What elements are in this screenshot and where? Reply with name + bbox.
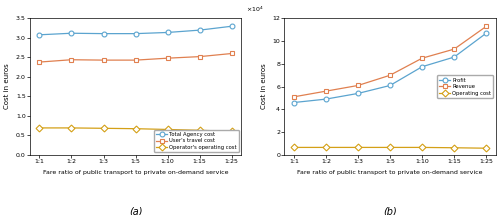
Revenue: [387, 74, 393, 77]
Revenue: [355, 84, 361, 87]
User's travel cost: [68, 58, 74, 61]
Operator's operating cost: [100, 127, 106, 130]
Operator's operating cost: [164, 128, 170, 131]
User's travel cost: [100, 59, 106, 61]
Profit: [387, 84, 393, 87]
User's travel cost: [164, 57, 170, 60]
Line: Total Agency cost: Total Agency cost: [37, 24, 234, 37]
X-axis label: Fare ratio of public transport to private on-demand service: Fare ratio of public transport to privat…: [298, 169, 483, 175]
Profit: [483, 32, 489, 34]
Revenue: [451, 48, 457, 50]
Operator's operating cost: [132, 127, 138, 130]
User's travel cost: [132, 59, 138, 61]
Operating cost: [451, 146, 457, 149]
Operator's operating cost: [196, 129, 202, 132]
Operator's operating cost: [68, 127, 74, 129]
Text: (a): (a): [129, 207, 142, 215]
Operating cost: [483, 147, 489, 149]
X-axis label: Fare ratio of public transport to private on-demand service: Fare ratio of public transport to privat…: [43, 169, 228, 175]
Line: Revenue: Revenue: [292, 24, 488, 99]
Legend: Profit, Revenue, Operating cost: Profit, Revenue, Operating cost: [438, 75, 493, 98]
Total Agency cost: [196, 29, 202, 31]
Revenue: [323, 90, 329, 92]
Revenue: [483, 25, 489, 28]
Operating cost: [419, 146, 425, 149]
Y-axis label: Cost in euros: Cost in euros: [4, 64, 10, 109]
Total Agency cost: [36, 34, 43, 36]
Operating cost: [291, 146, 297, 149]
Profit: [451, 56, 457, 58]
Text: $\times10^4$: $\times10^4$: [246, 5, 264, 14]
User's travel cost: [229, 52, 235, 55]
Text: (b): (b): [383, 207, 397, 215]
Operating cost: [355, 146, 361, 149]
Profit: [419, 65, 425, 68]
Line: Operator's operating cost: Operator's operating cost: [37, 126, 234, 134]
Total Agency cost: [164, 31, 170, 34]
Profit: [355, 92, 361, 95]
Revenue: [291, 95, 297, 98]
Total Agency cost: [100, 32, 106, 35]
Line: Profit: Profit: [292, 31, 488, 105]
Operating cost: [323, 146, 329, 149]
Operator's operating cost: [36, 127, 43, 129]
Legend: Total Agency cost, User's travel cost, Operator's operating cost: Total Agency cost, User's travel cost, O…: [154, 130, 239, 152]
Profit: [291, 101, 297, 104]
Profit: [323, 98, 329, 100]
User's travel cost: [36, 61, 43, 63]
Line: Operating cost: Operating cost: [292, 145, 488, 151]
Y-axis label: Cost in euros: Cost in euros: [260, 64, 266, 109]
Operator's operating cost: [229, 130, 235, 133]
Revenue: [419, 57, 425, 60]
Total Agency cost: [132, 32, 138, 35]
Total Agency cost: [229, 25, 235, 28]
Total Agency cost: [68, 32, 74, 35]
Operating cost: [387, 146, 393, 149]
Line: User's travel cost: User's travel cost: [37, 51, 234, 64]
User's travel cost: [196, 55, 202, 58]
